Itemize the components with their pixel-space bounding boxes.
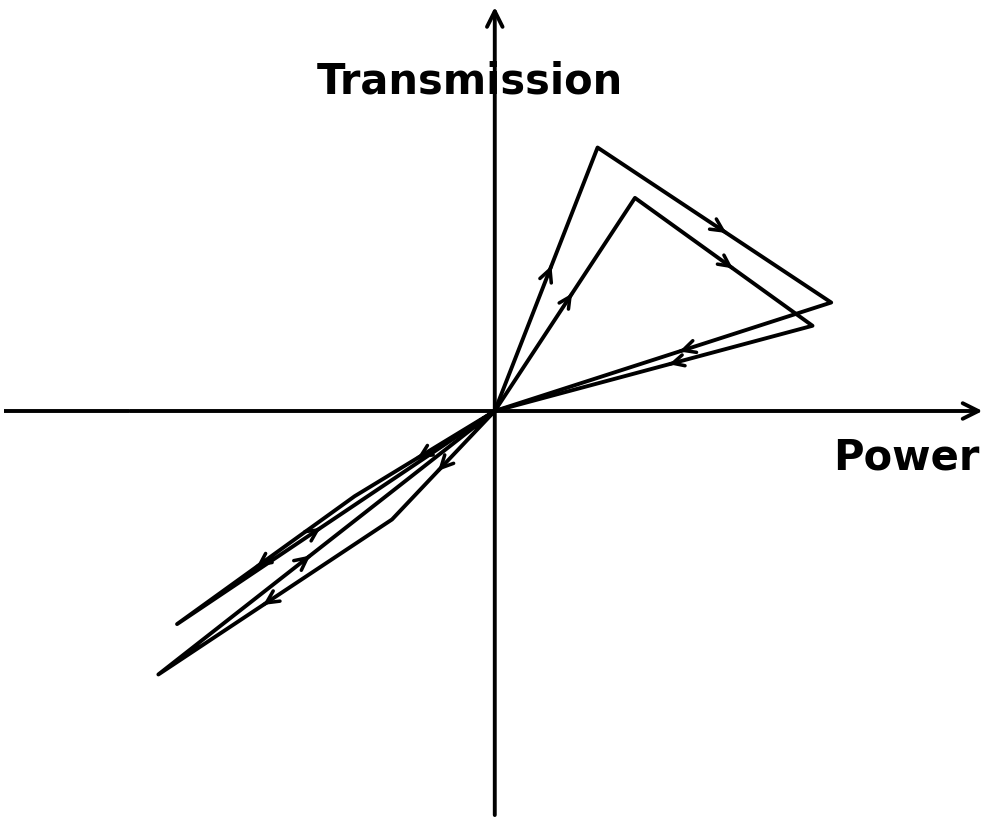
Text: Transmission: Transmission (317, 61, 623, 103)
Text: Power: Power (833, 436, 979, 478)
